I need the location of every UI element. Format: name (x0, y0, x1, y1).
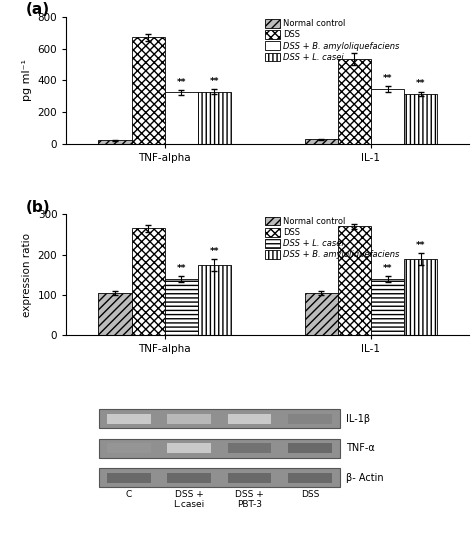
Bar (198, 92, 231, 144)
Bar (132, 37, 164, 144)
Bar (305, 293, 338, 335)
Bar (288, 443, 332, 454)
Bar (371, 279, 404, 335)
Legend: Normal control, DSS, DSS + B. amyloliquefaciens, DSS + L. casei: Normal control, DSS, DSS + B. amylolique… (264, 18, 401, 62)
Text: DSS: DSS (301, 490, 319, 499)
Bar (288, 473, 332, 483)
Bar (305, 140, 338, 144)
Text: (a): (a) (26, 2, 50, 17)
Bar (164, 279, 198, 335)
Y-axis label: pg ml⁻¹: pg ml⁻¹ (22, 59, 32, 101)
Legend: Normal control, DSS, DSS + L. casei, DSS + B. amyloliquefaciens: Normal control, DSS, DSS + L. casei, DSS… (264, 216, 401, 260)
Text: **: ** (210, 77, 219, 86)
Bar (167, 414, 211, 424)
Bar (99, 439, 340, 458)
Text: C: C (126, 490, 132, 499)
Bar (404, 94, 437, 144)
Text: **: ** (383, 264, 392, 272)
Text: **: ** (416, 80, 425, 88)
Text: β- Actin: β- Actin (346, 473, 384, 483)
Bar (107, 473, 151, 483)
Bar (167, 443, 211, 454)
Text: **: ** (383, 74, 392, 83)
Bar (107, 443, 151, 454)
Y-axis label: expression ratio: expression ratio (22, 233, 32, 317)
Bar (99, 409, 340, 428)
Bar (99, 140, 132, 144)
Text: (b): (b) (26, 200, 51, 215)
Bar (228, 414, 272, 424)
Bar (371, 89, 404, 144)
Bar (99, 468, 340, 487)
Bar (404, 259, 437, 335)
Bar (132, 229, 164, 335)
Text: **: ** (176, 78, 186, 87)
Bar (338, 59, 371, 144)
Bar (167, 473, 211, 483)
Bar (288, 414, 332, 424)
Text: DSS +
PBT-3: DSS + PBT-3 (235, 490, 264, 509)
Text: **: ** (210, 247, 219, 256)
Bar (228, 473, 272, 483)
Bar (164, 92, 198, 144)
Bar (338, 226, 371, 335)
Text: DSS +
L.casei: DSS + L.casei (173, 490, 205, 509)
Bar (99, 293, 132, 335)
Bar (228, 443, 272, 454)
Bar (198, 265, 231, 335)
Text: **: ** (416, 241, 425, 250)
Text: IL-1β: IL-1β (346, 414, 371, 424)
Bar (107, 414, 151, 424)
Text: **: ** (176, 264, 186, 272)
Text: TNF-α: TNF-α (346, 443, 375, 453)
